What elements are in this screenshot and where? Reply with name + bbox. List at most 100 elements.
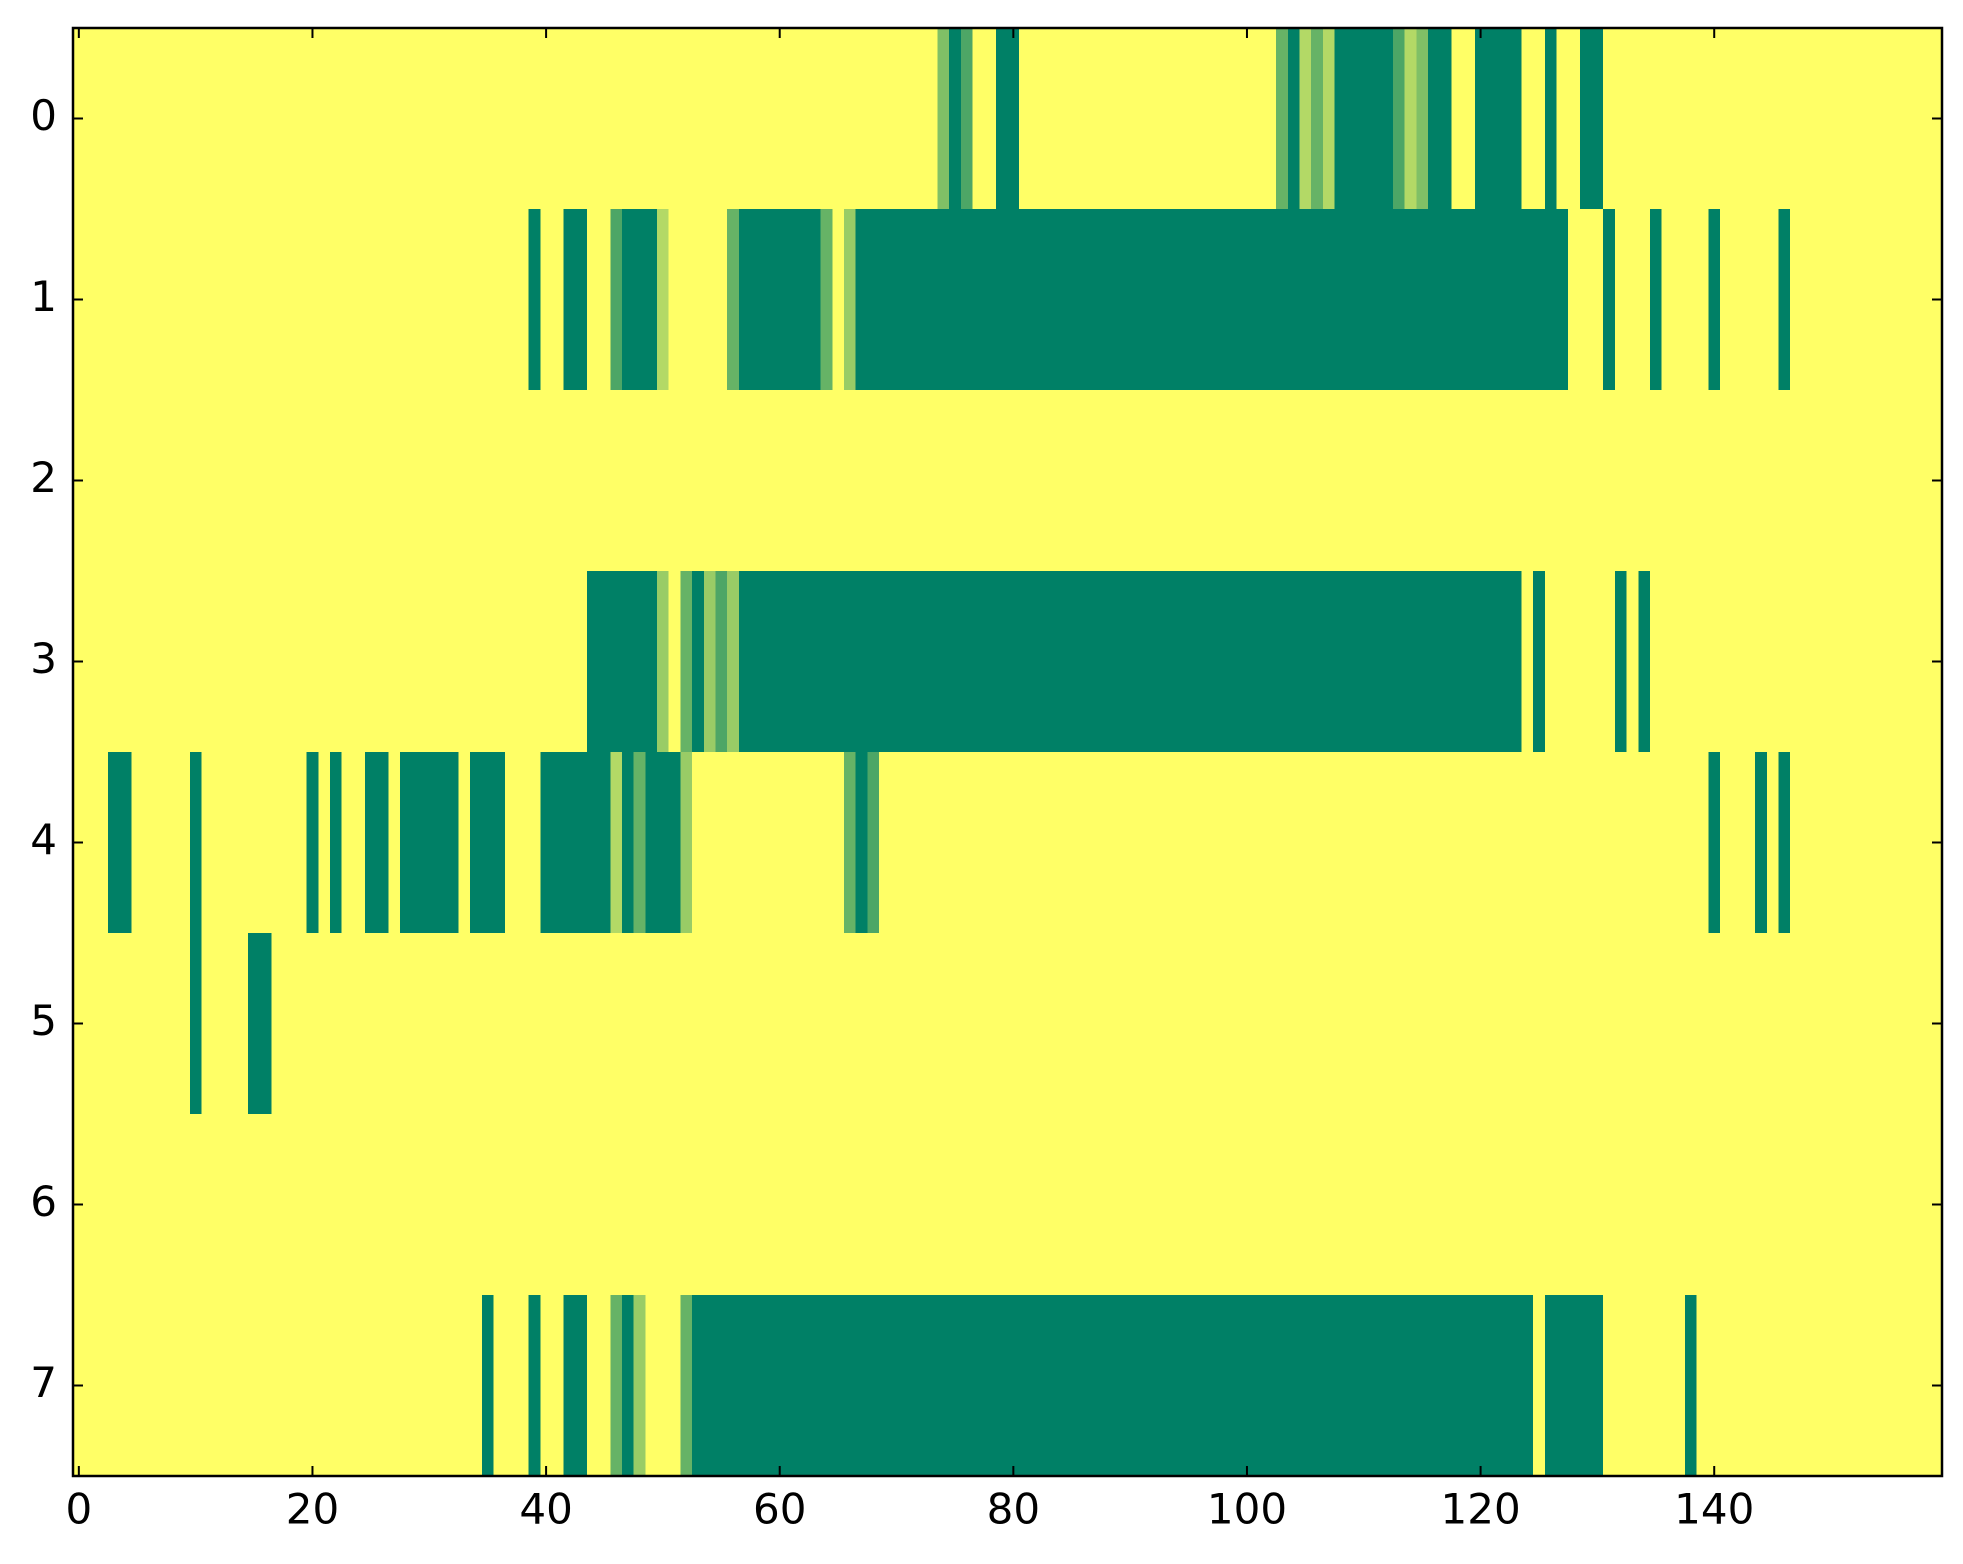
cell <box>271 1295 284 1477</box>
cell <box>843 390 857 572</box>
cell <box>1217 209 1231 391</box>
cell <box>1720 752 1733 934</box>
cell <box>692 1114 705 1296</box>
cell <box>1486 209 1499 391</box>
cell <box>750 752 763 934</box>
cell <box>715 209 728 391</box>
cell <box>1065 1295 1079 1477</box>
cell <box>738 571 752 753</box>
cell <box>1147 571 1160 753</box>
cell <box>1498 390 1511 572</box>
cell <box>470 933 483 1115</box>
cell <box>879 571 892 753</box>
cell <box>1836 933 1850 1115</box>
cell <box>446 390 460 572</box>
cell <box>879 1295 892 1477</box>
cell <box>1171 571 1184 753</box>
cell <box>1836 752 1850 934</box>
cell <box>1836 28 1850 210</box>
cell <box>1918 28 1931 210</box>
cell <box>738 28 752 210</box>
cell <box>563 209 576 391</box>
cell <box>143 933 156 1115</box>
cell <box>1708 571 1721 753</box>
cell <box>867 1114 880 1296</box>
cell <box>832 752 845 934</box>
cell <box>1241 752 1254 934</box>
cell <box>867 571 880 753</box>
cell <box>1357 1114 1371 1296</box>
cell <box>1649 390 1663 572</box>
cell <box>493 1114 506 1296</box>
cell <box>435 752 448 934</box>
x-tick-label: 60 <box>753 1485 806 1534</box>
cell <box>808 390 822 572</box>
cell <box>832 209 845 391</box>
cell <box>528 390 541 572</box>
cell <box>960 571 974 753</box>
cell <box>1334 571 1347 753</box>
cell <box>1077 209 1090 391</box>
cell <box>1369 1295 1382 1477</box>
cell <box>610 390 623 572</box>
cell <box>131 390 144 572</box>
cell <box>984 933 997 1115</box>
cell <box>376 28 389 210</box>
cell <box>224 1114 238 1296</box>
cell <box>879 390 892 572</box>
cell <box>692 209 705 391</box>
cell <box>1334 1114 1347 1296</box>
cell <box>1299 933 1312 1115</box>
cell <box>1498 1114 1511 1296</box>
cell <box>96 1295 109 1477</box>
cell <box>224 571 238 753</box>
cell <box>1451 390 1464 572</box>
cell <box>1568 571 1581 753</box>
cell <box>189 1114 203 1296</box>
cell <box>960 28 974 210</box>
cell <box>1428 933 1441 1115</box>
x-tick-label: 100 <box>1207 1485 1287 1534</box>
cell <box>984 209 997 391</box>
cell <box>914 28 927 210</box>
cell <box>411 209 425 391</box>
cell <box>1112 209 1125 391</box>
cell <box>1416 1295 1429 1477</box>
cell <box>832 28 845 210</box>
cell <box>843 933 857 1115</box>
cell <box>633 1114 646 1296</box>
cell <box>1544 209 1558 391</box>
cell <box>1171 28 1184 210</box>
cell <box>166 752 179 934</box>
cell <box>516 209 530 391</box>
cell <box>1649 752 1663 934</box>
cell <box>236 1295 249 1477</box>
cell <box>960 1295 974 1477</box>
cell <box>84 28 97 210</box>
cell <box>551 1114 565 1296</box>
cell <box>1895 1295 1908 1477</box>
cell <box>1790 1114 1803 1296</box>
cell <box>1416 752 1429 934</box>
cell <box>867 933 880 1115</box>
cell <box>1124 752 1137 934</box>
cell <box>1217 1295 1231 1477</box>
cell <box>902 390 915 572</box>
cell <box>1007 28 1020 210</box>
cell <box>1708 28 1721 210</box>
cell <box>505 933 518 1115</box>
cell <box>551 390 565 572</box>
cell <box>890 752 903 934</box>
cell <box>1755 752 1768 934</box>
cell <box>119 752 133 934</box>
cell <box>1766 1114 1780 1296</box>
cell <box>1755 1114 1768 1296</box>
cell <box>1743 752 1756 934</box>
cell <box>1346 390 1359 572</box>
cell <box>1416 571 1429 753</box>
cell <box>1311 1114 1324 1296</box>
cell <box>820 1114 833 1296</box>
cell <box>528 933 541 1115</box>
cell <box>925 390 939 572</box>
cell <box>353 1295 366 1477</box>
